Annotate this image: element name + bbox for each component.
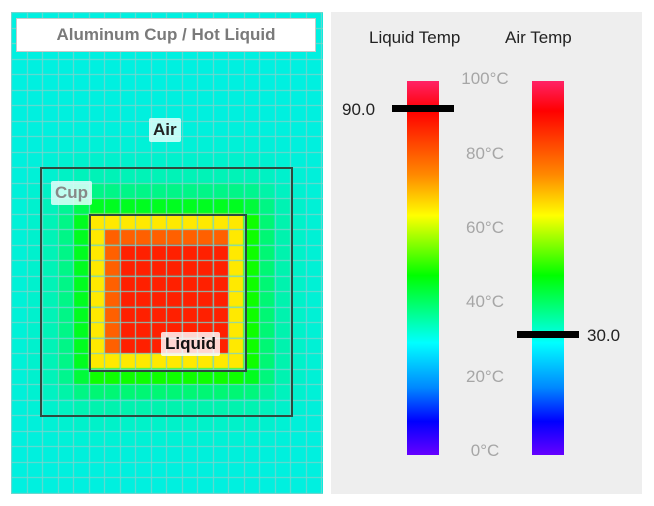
thermometer-panel: Liquid Temp Air Temp 100°C 80°C 60°C 40°… bbox=[331, 12, 642, 494]
scale-tick-0: 0°C bbox=[470, 441, 500, 460]
simulation-title: Aluminum Cup / Hot Liquid bbox=[16, 18, 316, 52]
air-label: Air bbox=[149, 118, 181, 142]
air-temp-marker[interactable] bbox=[517, 331, 579, 338]
air-temp-color-bar bbox=[532, 81, 564, 455]
cup-region bbox=[40, 167, 293, 417]
simulation-panel[interactable]: Aluminum Cup / Hot Liquid Air Cup Liquid bbox=[11, 12, 323, 494]
liquid-region bbox=[89, 214, 247, 372]
air-temp-title: Air Temp bbox=[505, 28, 572, 47]
temperature-grid[interactable] bbox=[11, 12, 323, 494]
liquid-temp-color-bar bbox=[407, 81, 439, 455]
cup-label: Cup bbox=[51, 181, 93, 205]
liquid-temp-marker[interactable] bbox=[392, 105, 454, 112]
scale-tick-60: 60°C bbox=[466, 218, 504, 237]
scale-tick-100: 100°C bbox=[461, 69, 509, 88]
liquid-label: Liquid bbox=[161, 332, 220, 356]
scale-tick-80: 80°C bbox=[466, 144, 504, 163]
liquid-temp-value: 90.0 bbox=[342, 100, 376, 119]
scale-tick-20: 20°C bbox=[466, 367, 504, 386]
liquid-temp-title: Liquid Temp bbox=[369, 28, 461, 47]
air-temp-value: 30.0 bbox=[587, 326, 621, 345]
scale-tick-40: 40°C bbox=[466, 292, 504, 311]
